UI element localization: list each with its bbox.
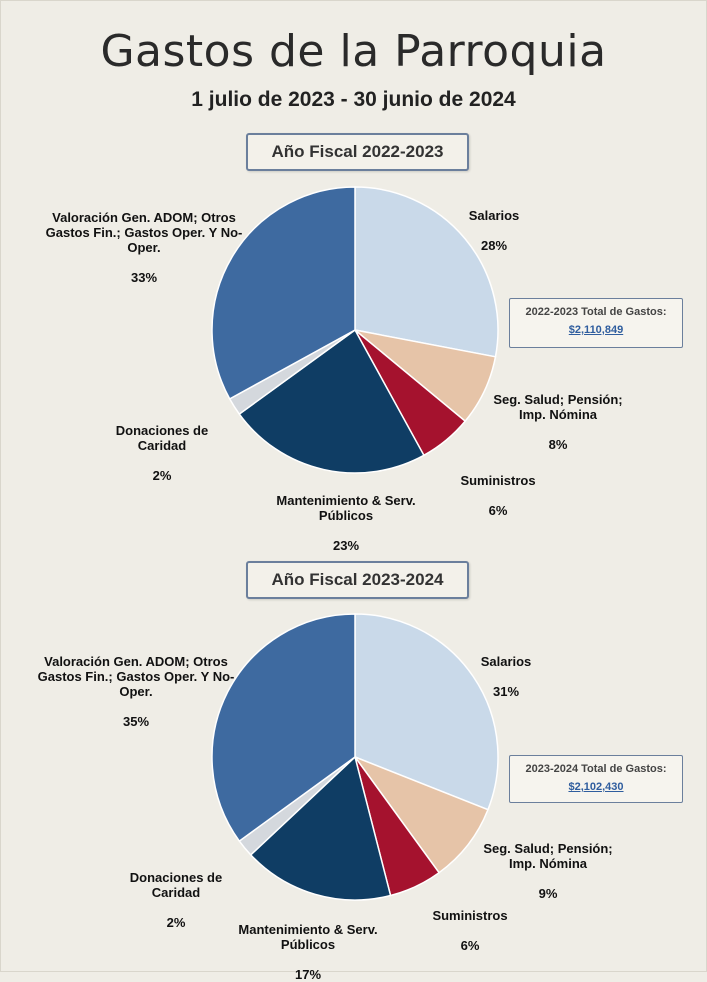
slice-name: Mantenimiento & Serv. Públicos [238,922,378,952]
slice-label-mantenimiento-2023-2024: Mantenimiento & Serv. Públicos 17% [236,907,380,982]
slice-label-salarios-2022-2023: Salarios 28% [466,193,522,253]
slice-pct: 6% [488,503,508,518]
pie-slice-seg-salud-pension-imp-no [352,755,489,874]
page-subtitle: 1 julio de 2023 - 30 junio de 2024 [191,88,516,111]
slice-name: Seg. Salud; Pensión; Imp. Nómina [483,841,613,871]
pie-slice-valoracion-gen-adom-otro [211,613,356,843]
slice-pct: 2% [152,468,172,483]
total-value-2023-2024: $2,102,430 [568,781,624,793]
pie-slice-salarios [354,186,499,358]
slice-name: Donaciones de Caridad [129,870,223,900]
slice-name: Suministros [460,473,536,488]
total-label-2022-2023: 2022-2023 Total de Gastos: [525,306,667,318]
slice-label-salarios-2023-2024: Salarios 31% [478,639,534,699]
slice-pct: 33% [130,270,158,285]
slice-label-seg-salud-2023-2024: Seg. Salud; Pensión; Imp. Nómina 9% [478,826,618,901]
slice-name: Valoración Gen. ADOM; Otros Gastos Fin.;… [37,654,235,699]
total-box-2022-2023: 2022-2023 Total de Gastos: $2,110,849 [509,298,683,348]
total-box-2023-2024: 2023-2024 Total de Gastos: $2,102,430 [509,755,683,803]
slice-pct: 23% [332,538,360,553]
slice-name: Salarios [480,654,532,669]
slice-label-seg-salud-2022-2023: Seg. Salud; Pensión; Imp. Nómina 8% [488,377,628,452]
pie-slice-mantenimiento-serv-publi [249,755,392,901]
pie-slice-salarios [354,613,499,811]
total-label-2023-2024: 2023-2024 Total de Gastos: [525,763,667,775]
slice-name: Mantenimiento & Serv. Públicos [276,493,416,523]
slice-pct: 35% [122,714,150,729]
slice-label-suministros-2023-2024: Suministros 6% [418,893,522,953]
fiscal-year-title-2023-2024: Año Fiscal 2023-2024 [246,561,469,599]
slice-pct: 9% [538,886,558,901]
slice-label-donaciones-2023-2024: Donaciones de Caridad 2% [106,855,246,930]
slice-name: Valoración Gen. ADOM; Otros Gastos Fin.;… [45,210,243,255]
slice-pct: 8% [548,437,568,452]
slice-pct: 6% [460,938,480,953]
slice-name: Suministros [432,908,508,923]
slice-label-suministros-2022-2023: Suministros 6% [446,458,550,518]
slice-name: Salarios [468,208,520,223]
pie-slice-mantenimiento-serv-publi [238,328,425,474]
slice-pct: 2% [166,915,186,930]
slice-label-valoracion-2023-2024: Valoración Gen. ADOM; Otros Gastos Fin.;… [26,639,246,729]
slice-pct: 31% [492,684,520,699]
slice-name: Donaciones de Caridad [115,423,209,453]
fiscal-year-title-2022-2023: Año Fiscal 2022-2023 [246,133,469,171]
pie-slice-valoracion-gen-adom-otro [211,186,356,400]
slice-pct: 17% [294,967,322,982]
slice-pct: 28% [480,238,508,253]
slice-label-donaciones-2022-2023: Donaciones de Caridad 2% [92,408,232,483]
page-title: Gastos de la Parroquia [100,26,607,77]
slice-name: Seg. Salud; Pensión; Imp. Nómina [493,392,623,422]
slice-label-mantenimiento-2022-2023: Mantenimiento & Serv. Públicos 23% [274,478,418,553]
slice-label-valoracion-2022-2023: Valoración Gen. ADOM; Otros Gastos Fin.;… [34,195,254,285]
total-value-2022-2023: $2,110,849 [568,324,624,336]
